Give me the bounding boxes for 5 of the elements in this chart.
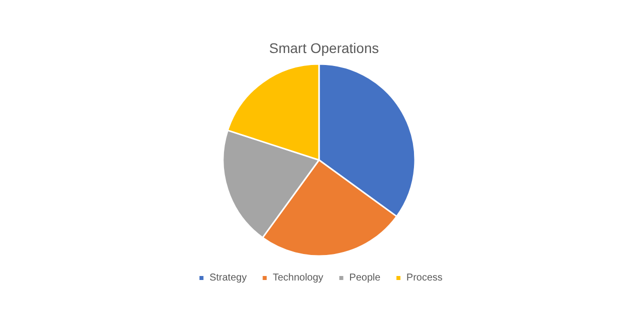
legend-label: Strategy [209, 272, 247, 284]
chart-title: Smart Operations [269, 40, 379, 56]
legend-label: People [349, 272, 381, 284]
legend-label: Process [406, 272, 443, 284]
legend-label: Technology [272, 272, 324, 284]
